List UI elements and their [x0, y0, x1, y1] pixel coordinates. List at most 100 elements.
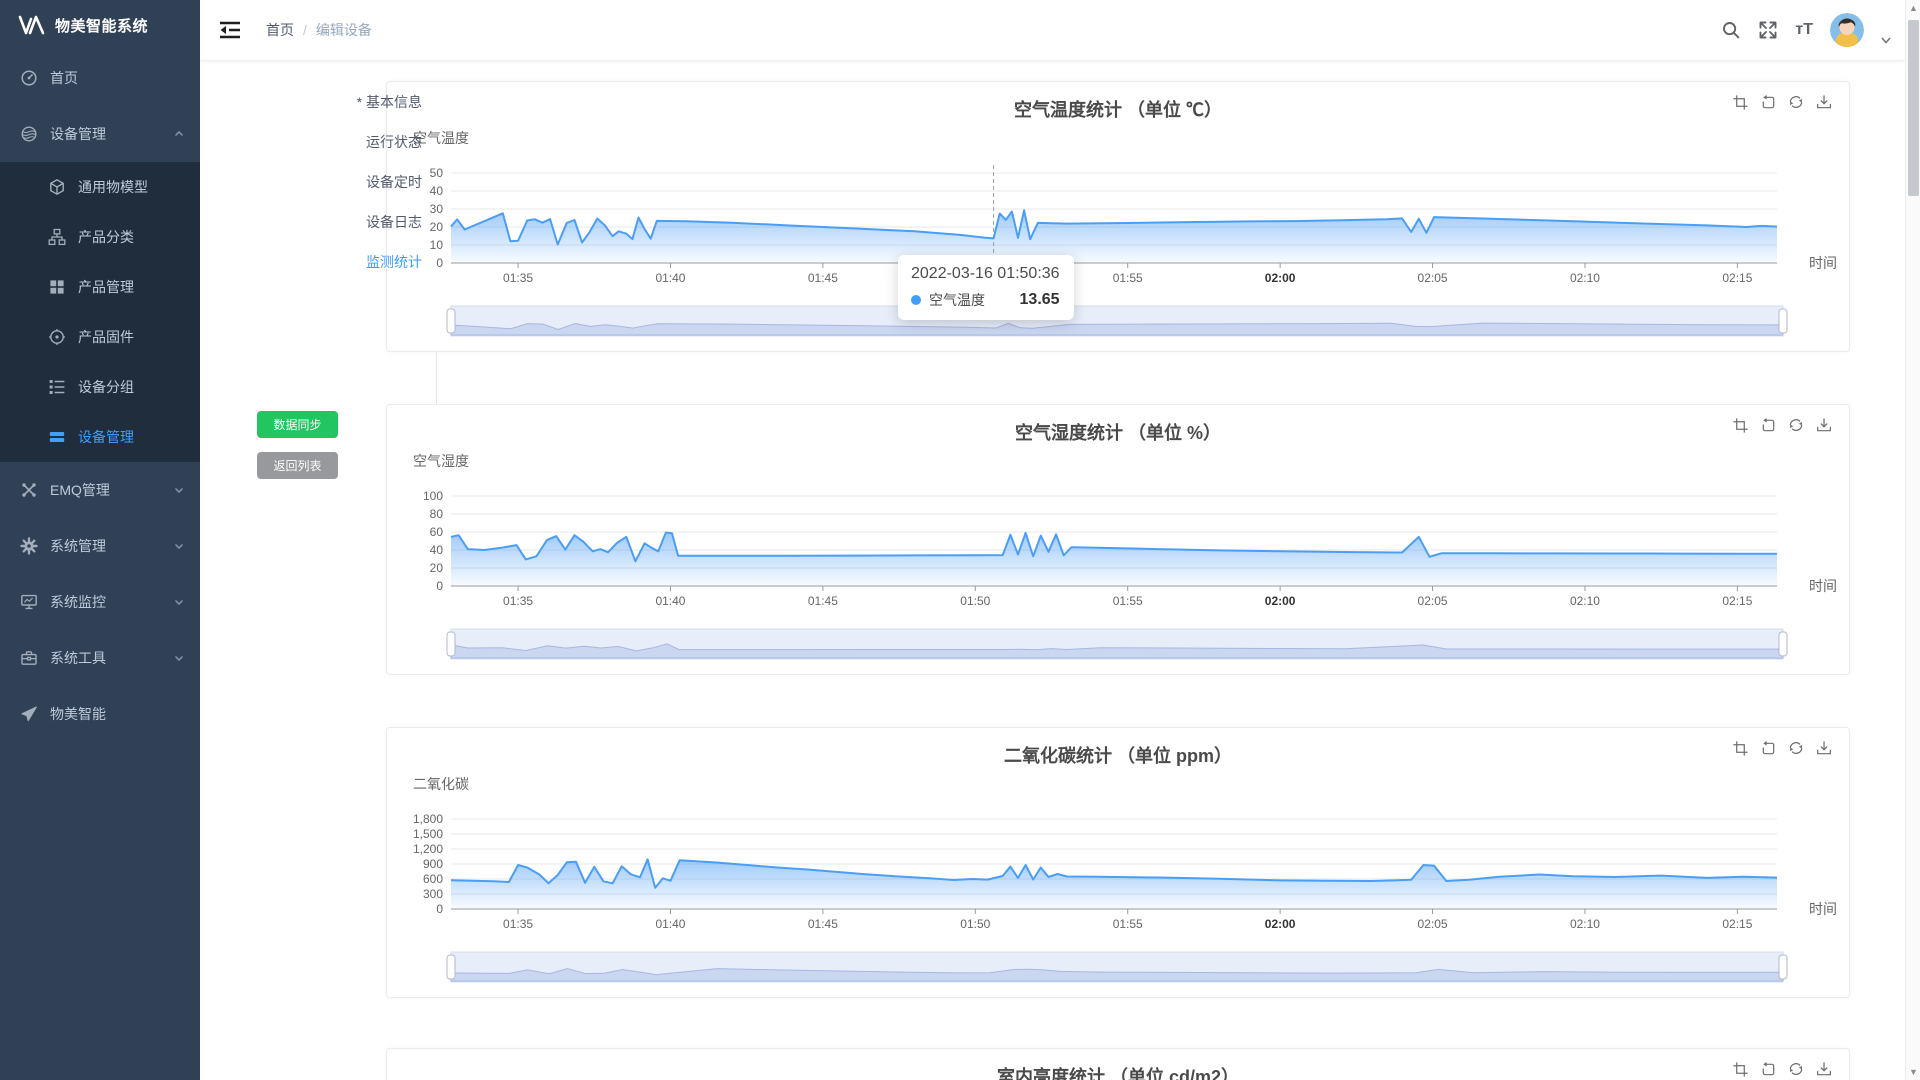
datazoom-handle-right[interactable]	[1778, 308, 1788, 334]
sidebar-item-product-firmware[interactable]: 产品固件	[0, 312, 200, 362]
chevron-down-icon	[175, 656, 183, 661]
sidebar-item-system-tools[interactable]: 系统工具	[0, 630, 200, 686]
datazoom-handle-left[interactable]	[446, 308, 456, 334]
toolbox-download-icon[interactable]	[1816, 417, 1833, 434]
sidebar-item-label: 产品分类	[78, 229, 134, 245]
svg-text:02:15: 02:15	[1722, 271, 1752, 285]
tree-icon	[48, 228, 66, 246]
tooltip-value: 13.65	[1019, 291, 1060, 308]
sidebar-submenu-device-management: 通用物模型产品分类产品管理产品固件设备分组设备管理	[0, 162, 200, 462]
data-sync-button[interactable]: 数据同步	[257, 411, 338, 438]
datazoom-handle-right[interactable]	[1778, 954, 1788, 980]
sidebar-item-product-management[interactable]: 产品管理	[0, 262, 200, 312]
gear-icon	[20, 537, 38, 555]
chart-card-3: 室内亮度统计 （单位 cd/m2）	[386, 1048, 1850, 1080]
sidebar-item-device-management[interactable]: 设备管理	[0, 106, 200, 162]
chart-toolbox	[1732, 1061, 1833, 1078]
toolbox-refresh-icon[interactable]	[1788, 417, 1805, 434]
grid-icon	[50, 280, 64, 294]
tab-3[interactable]: 设备日志	[366, 214, 422, 230]
avatar[interactable]	[1830, 13, 1864, 47]
toolbox-download-icon[interactable]	[1816, 1061, 1833, 1078]
app-logo[interactable]: 物美智能系统	[0, 0, 200, 50]
sidebar-item-label: 设备管理	[78, 429, 134, 445]
cube-icon	[50, 179, 64, 195]
tooltip-series-dot	[911, 295, 921, 305]
datazoom-slider[interactable]	[450, 628, 1784, 660]
chevron-down-icon	[175, 544, 183, 549]
sidebar-item-label: 设备分组	[78, 379, 134, 395]
tooltip-series-name: 空气温度	[929, 292, 985, 308]
datazoom-slider[interactable]	[450, 305, 1784, 337]
toolbox-restore-icon[interactable]	[1760, 1061, 1777, 1078]
sidebar-fold-icon[interactable]	[218, 19, 244, 41]
sidebar-item-thing-model[interactable]: 通用物模型	[0, 162, 200, 212]
tab-0[interactable]: * 基本信息	[356, 94, 422, 110]
sidebar-item-system-management[interactable]: 系统管理	[0, 518, 200, 574]
svg-text:02:00: 02:00	[1265, 271, 1296, 285]
sidebar-item-label: EMQ管理	[50, 482, 110, 498]
server-icon	[49, 432, 65, 442]
toolbox-refresh-icon[interactable]	[1788, 1061, 1805, 1078]
search-icon[interactable]	[1721, 20, 1741, 40]
svg-text:时间: 时间	[1809, 255, 1837, 271]
sidebar-item-device-group[interactable]: 设备分组	[0, 362, 200, 412]
chart-card-0: 空气温度统计 （单位 ℃） 空气温度 50 40 30 20 10 0 01:35 01:40 01…	[386, 81, 1850, 352]
caret-down-icon[interactable]	[1881, 31, 1891, 44]
sidebar-item-label: 产品固件	[78, 329, 134, 345]
svg-text:01:40: 01:40	[655, 594, 685, 608]
svg-text:20: 20	[430, 561, 444, 575]
group-list-icon	[49, 380, 65, 394]
toolbox-download-icon[interactable]	[1816, 94, 1833, 111]
firmware-icon	[49, 329, 65, 345]
chart-title: 空气湿度统计 （单位 %）	[1014, 423, 1221, 443]
svg-text:60: 60	[430, 525, 444, 539]
scrollbar-thumb[interactable]	[1908, 20, 1919, 196]
svg-text:40: 40	[430, 184, 444, 198]
sidebar-item-label: 系统工具	[50, 650, 106, 666]
svg-text:时间: 时间	[1809, 901, 1837, 917]
toolbox-refresh-icon[interactable]	[1788, 740, 1805, 757]
toolbox-datazoom-icon[interactable]	[1732, 1061, 1749, 1078]
back-to-list-button[interactable]: 返回列表	[257, 452, 338, 479]
chart-toolbox	[1732, 94, 1833, 111]
breadcrumb-home[interactable]: 首页	[266, 22, 294, 38]
svg-text:20: 20	[430, 220, 444, 234]
scroll-up-icon[interactable]: ▲	[1909, 3, 1918, 13]
toolbox-datazoom-icon[interactable]	[1732, 740, 1749, 757]
toolbox-restore-icon[interactable]	[1760, 94, 1777, 111]
toolbox-refresh-icon[interactable]	[1788, 94, 1805, 111]
toolbox-restore-icon[interactable]	[1760, 417, 1777, 434]
fullscreen-icon[interactable]	[1758, 20, 1778, 40]
chart-card-1: 空气湿度统计 （单位 %） 空气湿度 100 80 60 40 20 0 01:35 01:40 0…	[386, 404, 1850, 675]
sidebar-item-product-category[interactable]: 产品分类	[0, 212, 200, 262]
header-actions: тT	[1721, 13, 1891, 47]
dashboard-icon	[21, 70, 37, 86]
page-scrollbar[interactable]: ▲ ▼	[1905, 0, 1920, 1080]
toolbox-download-icon[interactable]	[1816, 740, 1833, 757]
sidebar-item-emq-management[interactable]: EMQ管理	[0, 462, 200, 518]
datazoom-slider[interactable]	[450, 951, 1784, 983]
svg-text:01:40: 01:40	[655, 917, 685, 931]
datazoom-handle-left[interactable]	[446, 954, 456, 980]
toolbox-datazoom-icon[interactable]	[1732, 417, 1749, 434]
sidebar-item-device-list[interactable]: 设备管理	[0, 412, 200, 462]
font-size-icon[interactable]: тT	[1795, 21, 1813, 38]
toolbox-restore-icon[interactable]	[1760, 740, 1777, 757]
svg-text:01:50: 01:50	[960, 594, 990, 608]
tab-4[interactable]: 监测统计	[366, 254, 422, 270]
chart-tooltip: 2022-03-16 01:50:36 空气温度 13.65	[898, 255, 1074, 320]
svg-text:80: 80	[430, 507, 444, 521]
sidebar-item-wumei-smart[interactable]: 物美智能	[0, 686, 200, 742]
scroll-down-icon[interactable]: ▼	[1909, 1067, 1918, 1077]
datazoom-handle-left[interactable]	[446, 631, 456, 657]
svg-text:01:35: 01:35	[503, 271, 533, 285]
datazoom-handle-right[interactable]	[1778, 631, 1788, 657]
tab-1[interactable]: 运行状态	[366, 134, 422, 150]
svg-text:300: 300	[423, 887, 443, 901]
sidebar-item-home[interactable]: 首页	[0, 50, 200, 106]
tab-2[interactable]: 设备定时	[366, 174, 422, 190]
toolbox-datazoom-icon[interactable]	[1732, 94, 1749, 111]
sidebar-item-system-monitor[interactable]: 系统监控	[0, 574, 200, 630]
